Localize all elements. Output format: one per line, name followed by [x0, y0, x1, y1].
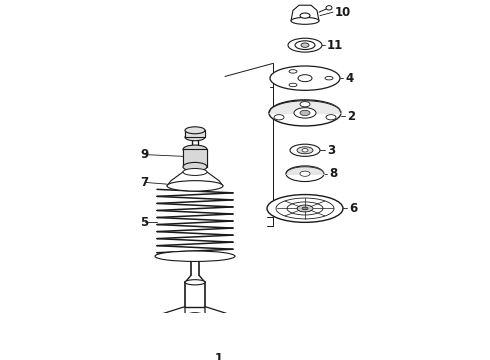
Ellipse shape	[269, 100, 341, 126]
Ellipse shape	[289, 83, 297, 87]
Ellipse shape	[326, 114, 336, 120]
Polygon shape	[291, 5, 319, 21]
Ellipse shape	[298, 75, 312, 82]
Ellipse shape	[276, 198, 334, 219]
Text: 10: 10	[335, 6, 351, 19]
Polygon shape	[205, 307, 227, 324]
Text: 8: 8	[329, 167, 337, 180]
Ellipse shape	[287, 202, 323, 215]
Ellipse shape	[326, 6, 332, 10]
Ellipse shape	[294, 108, 316, 118]
Polygon shape	[163, 307, 185, 324]
Ellipse shape	[300, 102, 310, 107]
Ellipse shape	[325, 76, 333, 80]
Ellipse shape	[183, 145, 207, 154]
Ellipse shape	[274, 114, 284, 120]
Text: 6: 6	[349, 202, 357, 215]
Polygon shape	[167, 172, 223, 186]
Ellipse shape	[297, 205, 313, 212]
Ellipse shape	[155, 251, 235, 261]
Ellipse shape	[167, 181, 223, 191]
Text: 2: 2	[347, 110, 355, 123]
Ellipse shape	[300, 110, 310, 116]
Ellipse shape	[286, 166, 324, 181]
Text: 5: 5	[140, 216, 148, 229]
Ellipse shape	[270, 66, 340, 90]
Text: 3: 3	[327, 144, 335, 157]
Ellipse shape	[267, 194, 343, 222]
Text: 7: 7	[140, 176, 148, 189]
Ellipse shape	[302, 207, 308, 210]
Ellipse shape	[301, 43, 309, 47]
Text: 11: 11	[327, 39, 343, 52]
Ellipse shape	[300, 13, 310, 18]
Ellipse shape	[288, 38, 322, 52]
Ellipse shape	[295, 41, 315, 50]
Ellipse shape	[185, 313, 205, 321]
Ellipse shape	[291, 17, 319, 24]
Ellipse shape	[302, 149, 308, 152]
Ellipse shape	[183, 162, 207, 171]
Bar	[185, 130, 205, 137]
Ellipse shape	[183, 168, 207, 175]
Ellipse shape	[290, 144, 320, 156]
Text: 4: 4	[345, 72, 353, 85]
Ellipse shape	[289, 70, 297, 73]
Text: 9: 9	[140, 148, 148, 161]
Ellipse shape	[300, 171, 310, 176]
Ellipse shape	[297, 147, 313, 154]
Text: 1: 1	[215, 352, 223, 360]
Bar	[183, 149, 207, 167]
Ellipse shape	[185, 280, 205, 285]
Ellipse shape	[185, 134, 205, 141]
Ellipse shape	[185, 127, 205, 134]
